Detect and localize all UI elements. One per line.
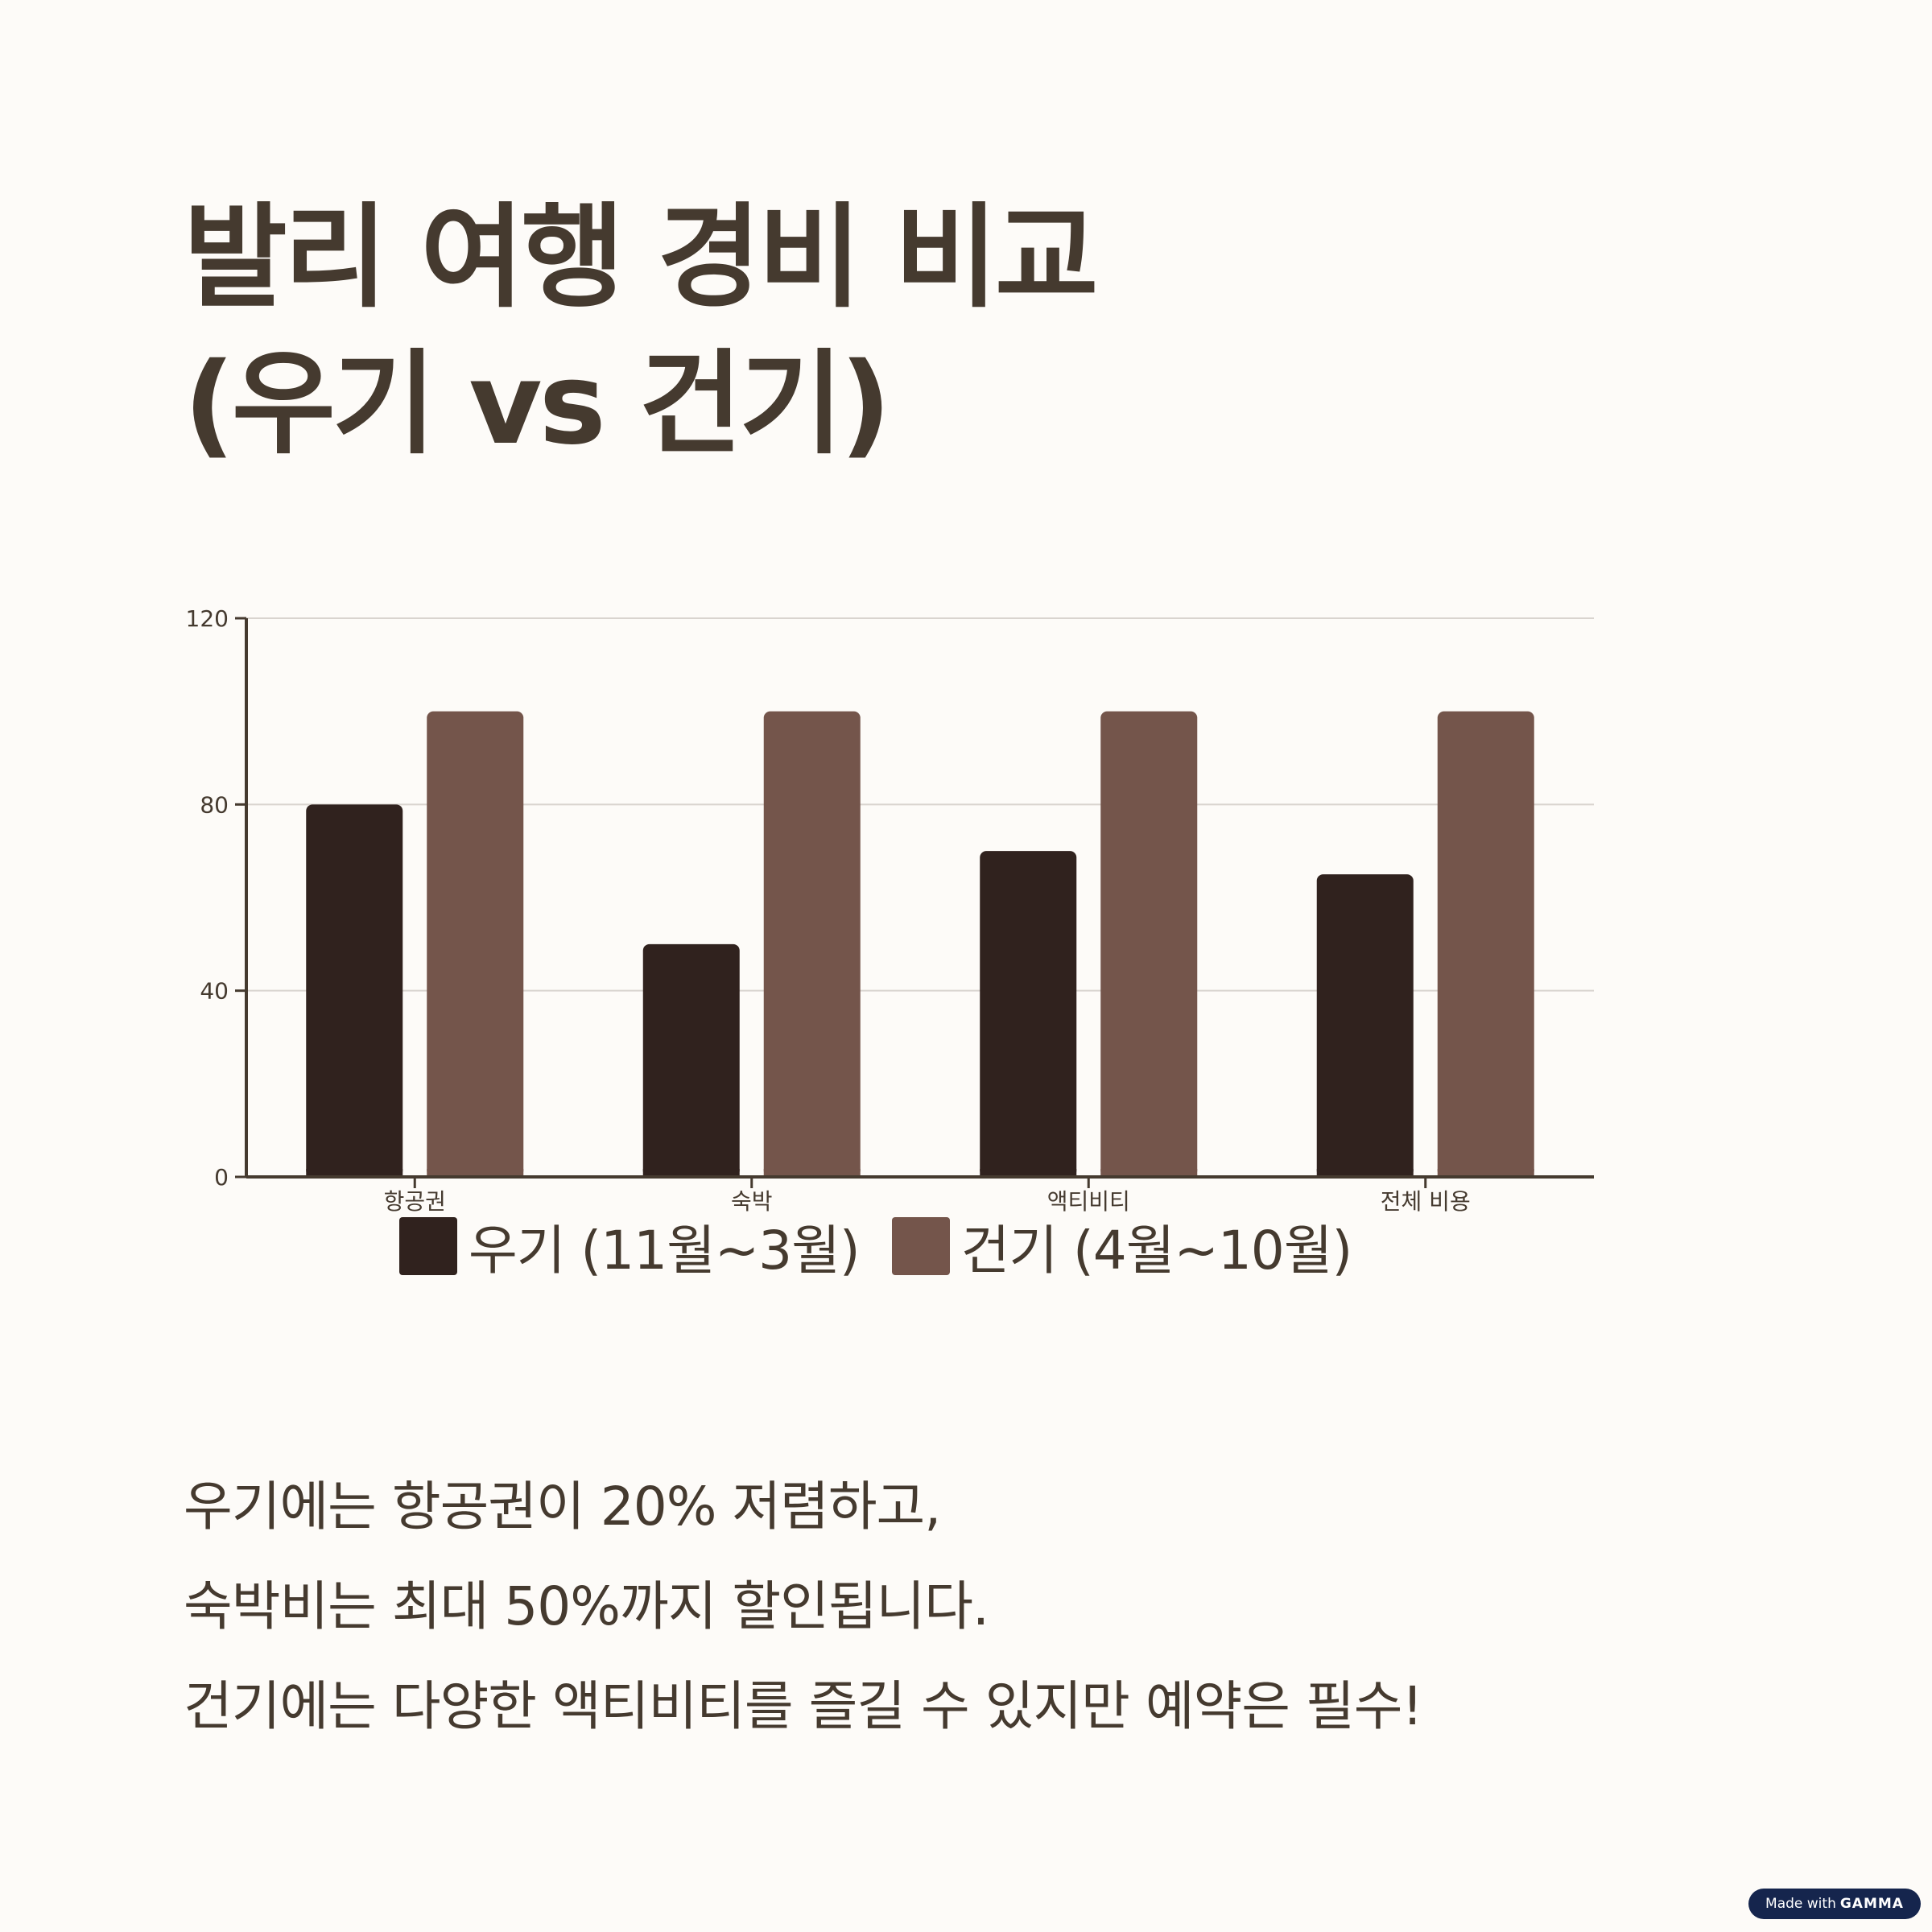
title-line-2: (우기 vs 건기): [184, 339, 891, 470]
bar-chart: 0 40 80 120 항공권 숙박 액티비티 전체 비용: [186, 605, 1594, 1215]
chart-legend: 우기 (11월~3월) 건기 (4월~10월): [399, 1214, 1384, 1282]
bar-rainy-0: [306, 804, 403, 1177]
bar-dry-0: [427, 711, 524, 1177]
x-tick-label: 숙박: [731, 1188, 773, 1215]
description-line-2: 숙박비는 최대 50%까지 할인됩니다.: [184, 1575, 989, 1637]
x-tick-label: 액티비티: [1047, 1188, 1130, 1215]
bar-base-rainy-3: [1316, 1169, 1414, 1177]
bar-rainy-1: [642, 943, 740, 1177]
badge-brand: GAMMA: [1839, 1896, 1904, 1912]
legend-swatch-rainy: [399, 1217, 457, 1275]
page-title: 발리 여행 경비 비교 (우기 vs 건기): [184, 185, 1099, 478]
bar-base-rainy-2: [980, 1169, 1077, 1177]
legend-swatch-dry: [891, 1217, 950, 1275]
bar-base-dry-1: [763, 1169, 861, 1177]
description-line-1: 우기에는 항공권이 20% 저렴하고,: [184, 1476, 941, 1538]
bar-rainy-3: [1316, 874, 1414, 1177]
legend-item-dry: 건기 (4월~10월): [891, 1208, 1353, 1285]
legend-label-rainy: 우기 (11월~3월): [469, 1220, 861, 1282]
bar-dry-3: [1437, 711, 1534, 1177]
description-text: 우기에는 항공권이 20% 저렴하고, 숙박비는 최대 50%까지 할인됩니다.…: [184, 1457, 1423, 1757]
title-line-1: 발리 여행 경비 비교: [184, 192, 1099, 324]
bar-base-rainy-0: [306, 1169, 403, 1177]
bar-base-dry-3: [1437, 1169, 1534, 1177]
bar-base-dry-0: [427, 1169, 524, 1177]
made-with-gamma-badge[interactable]: Made with GAMMA: [1748, 1889, 1921, 1919]
legend-label-dry: 건기 (4월~10월): [960, 1220, 1353, 1282]
bar-rainy-2: [980, 851, 1077, 1177]
bar-dry-2: [1100, 711, 1198, 1177]
description-line-3: 건기에는 다양한 액티비티를 즐길 수 있지만 예약은 필수!: [184, 1675, 1423, 1737]
x-tick-label: 전체 비용: [1381, 1188, 1471, 1215]
badge-prefix: Made with: [1765, 1896, 1836, 1912]
bar-base-dry-2: [1100, 1169, 1198, 1177]
legend-item-rainy: 우기 (11월~3월): [399, 1208, 861, 1285]
y-tick-label: 0: [214, 1164, 229, 1191]
bar-base-rainy-1: [642, 1169, 740, 1177]
x-tick-label: 항공권: [384, 1188, 446, 1215]
y-tick-label: 120: [186, 605, 229, 632]
y-tick-label: 80: [200, 791, 229, 818]
y-tick-label: 40: [200, 978, 229, 1005]
bar-dry-1: [763, 711, 861, 1177]
